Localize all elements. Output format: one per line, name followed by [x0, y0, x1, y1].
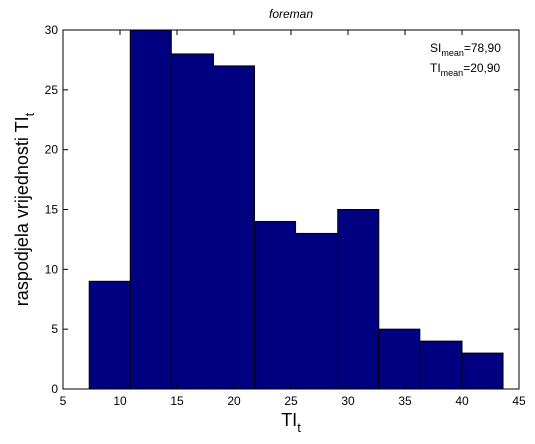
si-mean-annotation: SImean=78,90: [430, 41, 501, 58]
histogram-bar-9: [419, 340, 463, 390]
x-tick-label-5: 5: [60, 394, 67, 408]
histogram-bar-6: [295, 232, 339, 390]
ti-mean-value: =20,90: [463, 61, 500, 75]
y-axis-label-main: raspodjela vrijednosti TI: [12, 116, 32, 306]
y-axis-label: raspodjela vrijednosti TIt: [12, 112, 37, 306]
x-axis-label-sub: t: [297, 420, 301, 435]
ti-mean-annotation: TImean=20,90: [430, 61, 501, 78]
histogram-bar-8: [378, 328, 421, 390]
x-tick-label-10: 10: [113, 394, 127, 408]
x-tick-label-35: 35: [398, 394, 412, 408]
x-tick-label-15: 15: [170, 394, 184, 408]
ti-mean-subscript: mean: [441, 68, 464, 78]
histogram-bar-2: [129, 29, 172, 390]
x-axis-ticks: 5 10 15 20 25 30 35 40 45: [60, 30, 526, 408]
histogram-bar-1: [88, 280, 131, 390]
y-tick-label-5: 5: [51, 322, 58, 336]
x-axis-label-main: TI: [281, 410, 297, 430]
histogram-bar-3: [170, 53, 214, 390]
chart-title: foreman: [269, 7, 313, 21]
y-tick-label-15: 15: [45, 203, 59, 217]
histogram-bar-10: [461, 352, 504, 390]
y-tick-label-30: 30: [45, 23, 59, 37]
ti-mean-symbol: TI: [430, 61, 441, 75]
x-tick-label-30: 30: [341, 394, 355, 408]
y-tick-label-0: 0: [51, 382, 58, 396]
x-tick-label-45: 45: [512, 394, 526, 408]
si-mean-symbol: SI: [430, 41, 441, 55]
x-tick-label-40: 40: [455, 394, 469, 408]
y-axis-label-sub: t: [22, 112, 37, 116]
histogram-bar-5: [254, 220, 297, 390]
si-mean-subscript: mean: [441, 48, 464, 58]
x-tick-label-20: 20: [227, 394, 241, 408]
x-axis-label: TIt: [281, 410, 301, 435]
histogram-bar-7: [337, 209, 380, 390]
bars: [88, 29, 504, 390]
y-tick-label-25: 25: [45, 83, 59, 97]
stats-annotations: SImean=78,90 TImean=20,90: [430, 41, 501, 78]
y-axis-ticks: 0 5 10 15 20 25 30: [45, 23, 519, 396]
y-tick-label-10: 10: [45, 262, 59, 276]
si-mean-value: =78,90: [464, 41, 501, 55]
histogram-bar-4: [212, 65, 256, 390]
y-tick-label-20: 20: [45, 143, 59, 157]
x-tick-label-25: 25: [284, 394, 298, 408]
